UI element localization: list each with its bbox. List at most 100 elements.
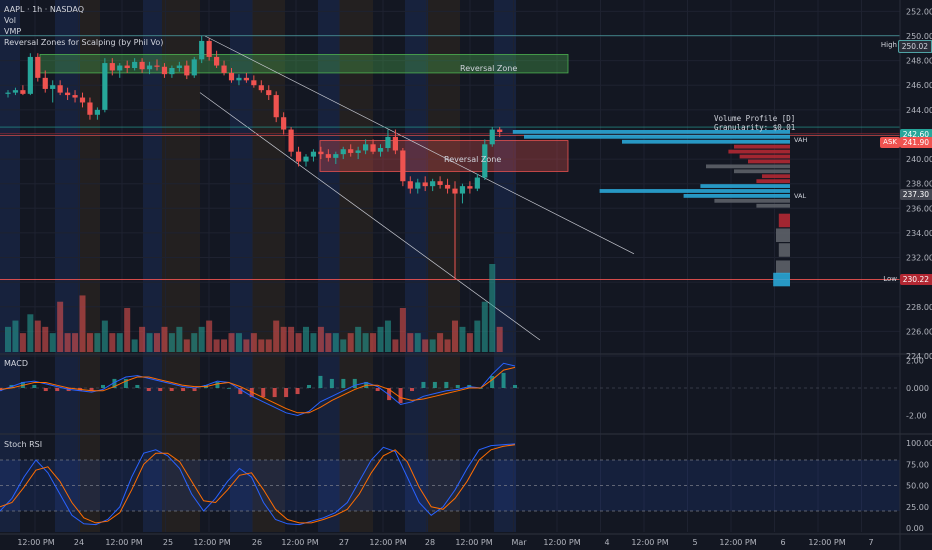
volume-bar: [295, 333, 302, 352]
volume-bars: [5, 264, 503, 352]
volume-bar: [265, 339, 272, 352]
trend-channel: [199, 35, 635, 341]
volume-bar: [437, 333, 444, 352]
stoch-tick-label: 25.00: [906, 503, 929, 512]
stoch-k-line: [0, 443, 516, 526]
symbol-title[interactable]: AAPL · 1h · NASDAQ: [4, 5, 85, 14]
volume-bar: [49, 333, 56, 352]
volume-bar: [474, 320, 481, 352]
macd-pane-label[interactable]: MACD: [4, 359, 28, 368]
macd-tick-label: 0.000: [906, 384, 929, 393]
volume-bar: [370, 333, 377, 352]
volume-bar: [273, 320, 280, 352]
macd-histogram-bar: [352, 378, 357, 388]
candle-body: [124, 65, 130, 68]
price-tick-label: 246.00: [906, 81, 932, 90]
candle-body: [35, 56, 41, 78]
volume-bar: [131, 339, 138, 352]
time-tick-label: 12:00 PM: [455, 538, 492, 547]
time-tick-label: Mar: [511, 538, 527, 547]
candle-body: [65, 92, 71, 96]
val-label: VAL: [794, 192, 807, 200]
volume-bar: [146, 333, 153, 352]
macd-histogram-bar: [295, 388, 300, 395]
profile-bar: [714, 198, 790, 203]
profile-bar: [739, 154, 790, 159]
candle-body: [206, 40, 212, 57]
volume-bar: [489, 264, 496, 352]
macd-histogram-bar: [501, 372, 506, 388]
trendline-upper: [204, 35, 635, 255]
candle-body: [415, 182, 421, 189]
macd-histogram-bar: [146, 388, 151, 392]
chart-legend: AAPL · 1h · NASDAQ Vol VMP Reversal Zone…: [4, 4, 163, 48]
macd-histogram-bar: [43, 388, 48, 392]
volume-bar: [5, 326, 11, 352]
volume-bar: [34, 320, 41, 352]
time-tick-label: 6: [780, 538, 785, 547]
macd-histogram-bar: [123, 378, 128, 388]
volume-bar: [243, 339, 250, 352]
volume-bar: [317, 326, 324, 352]
ask-label: ASK: [880, 137, 900, 148]
stoch-tick-label: 0.00: [906, 524, 924, 533]
candle-body: [303, 156, 309, 162]
candle-body: [94, 109, 100, 115]
candle-body: [355, 150, 361, 153]
reversal-indicator-label[interactable]: Reversal Zones for Scalping (by Phil Vo): [4, 38, 164, 47]
macd-histogram-bar: [32, 384, 37, 388]
volume-bar: [332, 333, 339, 352]
macd-histogram-bar: [455, 384, 460, 388]
candle-body: [444, 184, 451, 189]
volume-bar: [12, 320, 19, 352]
volume-bar: [101, 320, 108, 352]
volume-bar: [347, 333, 354, 352]
volume-bar: [288, 326, 295, 352]
volume-bar: [362, 333, 369, 352]
time-tick-label: 12:00 PM: [105, 538, 142, 547]
volume-bar: [64, 333, 71, 352]
candle-body: [370, 144, 376, 152]
candle-body: [176, 65, 182, 68]
stoch-pane-label[interactable]: Stoch RSI: [4, 440, 43, 449]
time-tick-label: 5: [692, 538, 697, 547]
macd-histogram-bar: [215, 381, 220, 388]
macd-histogram-bar: [158, 388, 163, 392]
time-tick-label: 25: [163, 538, 173, 547]
volume-bar: [183, 339, 190, 352]
macd-tick-label: -2.00: [906, 412, 927, 421]
profile-bar: [756, 203, 790, 208]
volume-bar: [27, 314, 34, 352]
macd-histogram-bar: [329, 378, 334, 388]
volume-bar: [228, 333, 235, 352]
price-levels: [0, 35, 900, 280]
candle-body: [12, 90, 19, 93]
profile-bar: [762, 174, 790, 179]
macd-histogram-bar: [513, 384, 517, 388]
time-tick-label: 12:00 PM: [543, 538, 580, 547]
macd-tick-label: 2.00: [906, 357, 924, 366]
price-tick-label: 232.00: [906, 254, 932, 263]
profile-bar: [512, 130, 790, 134]
profile-bar: [728, 149, 790, 154]
macd-histogram-bar: [135, 384, 140, 388]
candle-body: [295, 151, 302, 162]
volume-bar: [414, 333, 421, 352]
profile-bar: [734, 144, 790, 149]
candle-body: [79, 97, 86, 103]
price-tick-label: 236.00: [906, 204, 932, 213]
time-tick-label: 12:00 PM: [369, 538, 406, 547]
volume-bar: [258, 339, 265, 352]
price-axis: 252.00250.00248.00246.00244.00242.00240.…: [906, 7, 932, 533]
price-tick-label: 226.00: [906, 327, 932, 336]
volume-bar: [444, 339, 451, 352]
volume-bar: [280, 326, 287, 352]
macd-histogram-bar: [192, 388, 197, 392]
time-tick-label: 27: [339, 538, 349, 547]
vmp-indicator-label[interactable]: VMP: [4, 27, 22, 36]
session-band: [494, 0, 516, 532]
candle-body: [392, 136, 398, 151]
vol-indicator-label[interactable]: Vol: [4, 16, 16, 25]
macd-histogram-bar: [307, 384, 311, 388]
